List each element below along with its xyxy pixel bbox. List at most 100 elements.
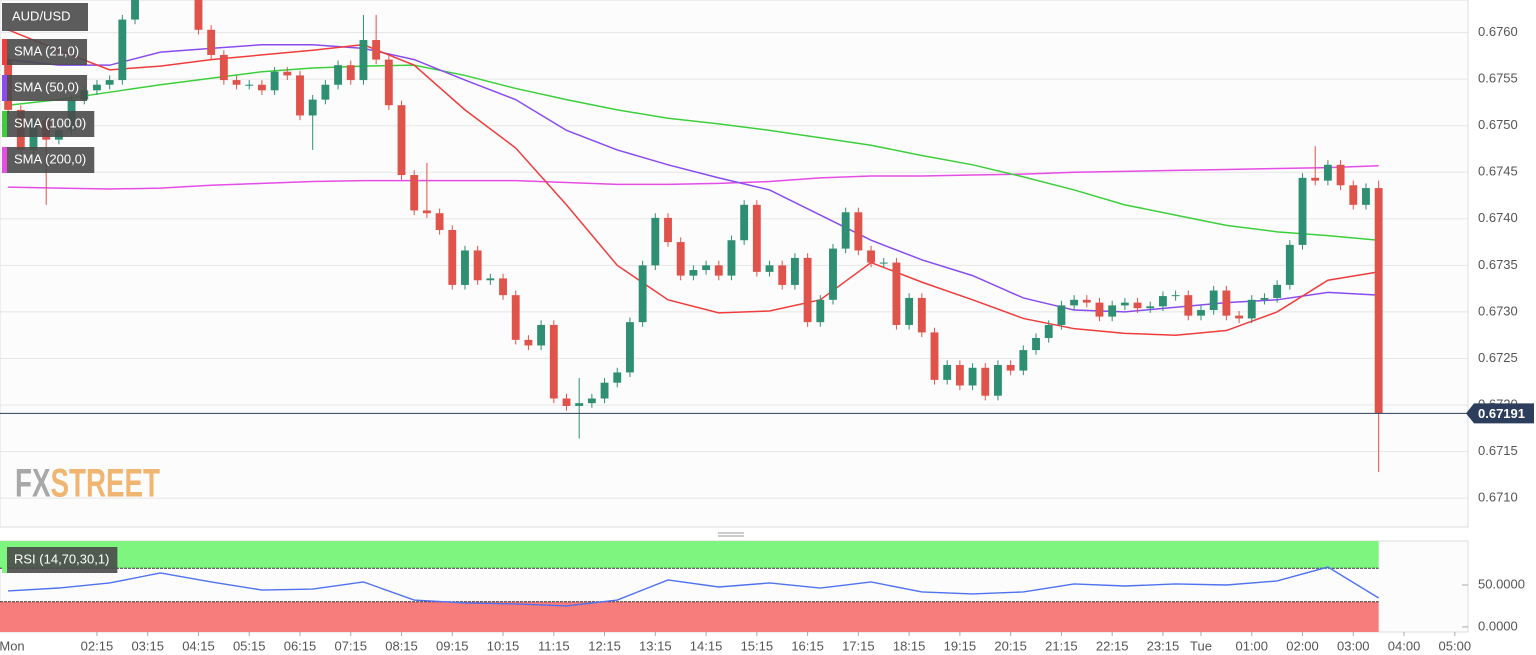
candle-body xyxy=(600,382,609,399)
x-tick-label: 04:00 xyxy=(1388,638,1421,653)
candle-body xyxy=(1019,350,1028,371)
candle-body xyxy=(486,278,495,281)
x-tick-label: 04:15 xyxy=(182,638,215,653)
x-tick-label: 05:00 xyxy=(1439,638,1472,653)
legend-swatch xyxy=(2,111,7,137)
y-tick-label: 0.6760 xyxy=(1478,24,1518,39)
x-tick-label: 10:15 xyxy=(487,638,520,653)
candle-body xyxy=(1133,302,1142,309)
candle-body xyxy=(879,262,888,264)
candle-body xyxy=(867,250,875,263)
candle-body xyxy=(587,398,596,404)
candle-body xyxy=(473,250,482,281)
candle-body xyxy=(1120,302,1129,306)
candle-body xyxy=(1108,305,1117,317)
candle-body xyxy=(816,299,825,323)
candle-body xyxy=(1298,177,1307,245)
x-tick-label: 14:15 xyxy=(690,638,723,653)
x-tick-label: 07:15 xyxy=(334,638,367,653)
candle-body xyxy=(219,54,228,81)
legend-box xyxy=(2,547,118,573)
candle-body xyxy=(1158,296,1167,307)
x-tick-label: 20:15 xyxy=(994,638,1027,653)
candle-body xyxy=(537,324,546,346)
candle-body xyxy=(1362,188,1370,205)
y-tick-label: 0.0000 xyxy=(1478,618,1518,633)
candle-body xyxy=(1336,164,1345,186)
last-price-tag xyxy=(1466,403,1534,424)
candle-body xyxy=(1323,164,1332,181)
x-tick-label: 11:15 xyxy=(538,638,570,653)
legend-swatch xyxy=(2,547,7,573)
candle-body xyxy=(943,364,952,380)
candle-body xyxy=(397,105,406,176)
candle-body xyxy=(651,217,660,266)
x-tick-label: 05:15 xyxy=(233,638,266,653)
candle-body xyxy=(270,71,279,91)
candle-body xyxy=(575,403,584,406)
candle-body xyxy=(1349,185,1358,205)
x-tick-label: 09:15 xyxy=(436,638,469,653)
candle-body xyxy=(296,75,304,116)
main-plot xyxy=(0,0,1468,499)
candle-body xyxy=(1197,310,1205,316)
y-tick-label: 0.6730 xyxy=(1478,303,1518,318)
candle-body xyxy=(1146,306,1155,309)
legend-box xyxy=(2,147,95,173)
rsi-title: RSI (14,70,30,1) xyxy=(14,551,109,566)
candle-body xyxy=(1273,284,1282,298)
candle-body xyxy=(194,0,203,30)
x-tick-label: 17:15 xyxy=(842,638,875,653)
candle-body xyxy=(511,295,520,340)
candle-body xyxy=(778,265,787,285)
candle-body xyxy=(359,40,368,81)
candle-body xyxy=(765,265,774,272)
candle-body xyxy=(118,19,127,81)
legend-swatch xyxy=(2,75,7,101)
candle-body xyxy=(245,84,254,86)
overlay: AUD/USD 0.67100.67150.67200.67250.67300.… xyxy=(0,3,1534,653)
x-tick-label: 01:00 xyxy=(1235,638,1268,653)
legend-label: SMA (100,0) xyxy=(14,115,86,130)
legend-label: SMA (21,0) xyxy=(14,43,79,58)
candle-body xyxy=(1311,177,1320,181)
y-tick-label: 0.6755 xyxy=(1478,71,1518,86)
candle-body xyxy=(917,297,926,333)
legend-swatch xyxy=(2,39,7,65)
candle-body xyxy=(714,265,723,276)
candle-body xyxy=(1247,299,1256,319)
candle-body xyxy=(955,364,964,386)
x-tick-label: 13:15 xyxy=(639,638,672,653)
candle-body xyxy=(549,324,558,399)
candle-body xyxy=(131,0,139,20)
legend-box xyxy=(2,111,95,137)
candle-body xyxy=(283,71,292,76)
candle-body xyxy=(613,372,622,383)
candle-body xyxy=(1095,302,1104,317)
candle-body xyxy=(105,80,114,85)
symbol-box xyxy=(2,3,88,31)
candle-body xyxy=(1374,188,1383,414)
candle-body xyxy=(1184,295,1193,316)
candle-body xyxy=(334,65,343,85)
legend-box xyxy=(2,39,88,65)
candle-body xyxy=(346,65,355,81)
candle-body xyxy=(1044,324,1053,338)
symbol-title: AUD/USD xyxy=(12,8,71,23)
candle-body xyxy=(93,84,101,91)
candle-body xyxy=(994,364,1002,396)
last-price-label: 0.67191 xyxy=(1478,406,1525,421)
candle-body xyxy=(461,250,469,285)
pane-resize-handle[interactable] xyxy=(718,532,744,537)
candle-body xyxy=(422,210,431,214)
candle-body xyxy=(854,212,863,251)
candle-body xyxy=(790,257,799,285)
candle-body xyxy=(1222,290,1231,316)
candle-body xyxy=(841,212,850,249)
x-tick-label: Mon xyxy=(0,638,25,653)
candle-body xyxy=(562,398,571,406)
candle-body xyxy=(435,213,444,230)
candle-body xyxy=(689,270,698,276)
x-tick-label: 16:15 xyxy=(791,638,824,653)
